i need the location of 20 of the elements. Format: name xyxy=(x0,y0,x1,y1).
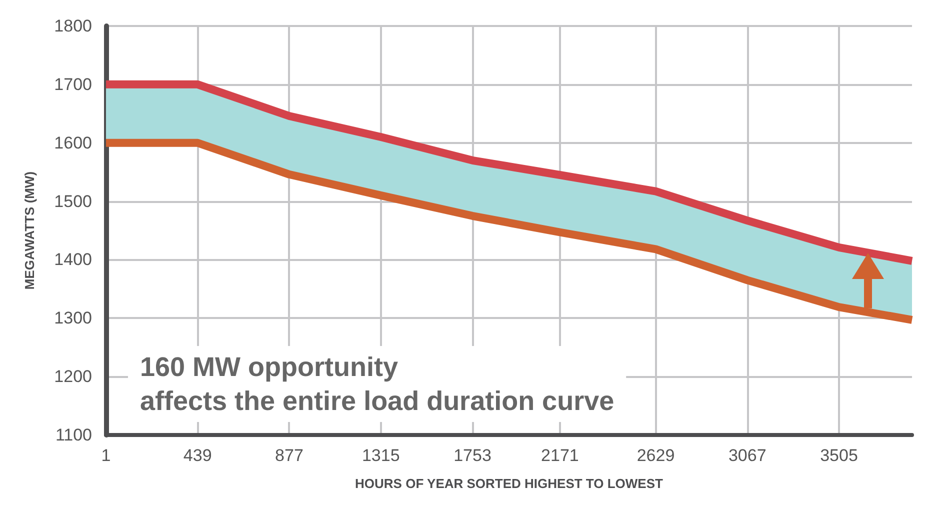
x-tick-label: 1315 xyxy=(362,446,400,465)
x-tick-label: 1 xyxy=(101,446,111,465)
x-tick-label: 2171 xyxy=(541,446,579,465)
y-tick-label: 1100 xyxy=(55,426,92,444)
x-tick-label: 3505 xyxy=(820,446,858,465)
x-tick-label: 3067 xyxy=(728,446,766,465)
y-axis-title: MEGAWATTS (MW) xyxy=(22,171,37,290)
y-tick-label: 1200 xyxy=(54,367,92,386)
x-axis-title: HOURS OF YEAR SORTED HIGHEST TO LOWEST xyxy=(355,476,664,491)
y-tick-label: 1700 xyxy=(54,74,92,94)
y-tick-label: 1300 xyxy=(54,308,92,328)
x-tick-label: 877 xyxy=(275,446,304,465)
y-tick-label: 1800 xyxy=(54,16,92,36)
y-tick-label: 1400 xyxy=(54,250,92,270)
x-tick-label: 439 xyxy=(183,446,212,465)
annotation: 160 MW opportunity affects the entire load duration curve xyxy=(140,352,614,416)
y-tick-label: 1600 xyxy=(54,133,92,152)
x-tick-label: 2629 xyxy=(636,446,675,465)
y-tick-label: 1500 xyxy=(54,192,92,211)
x-tick-label: 1753 xyxy=(454,446,492,465)
